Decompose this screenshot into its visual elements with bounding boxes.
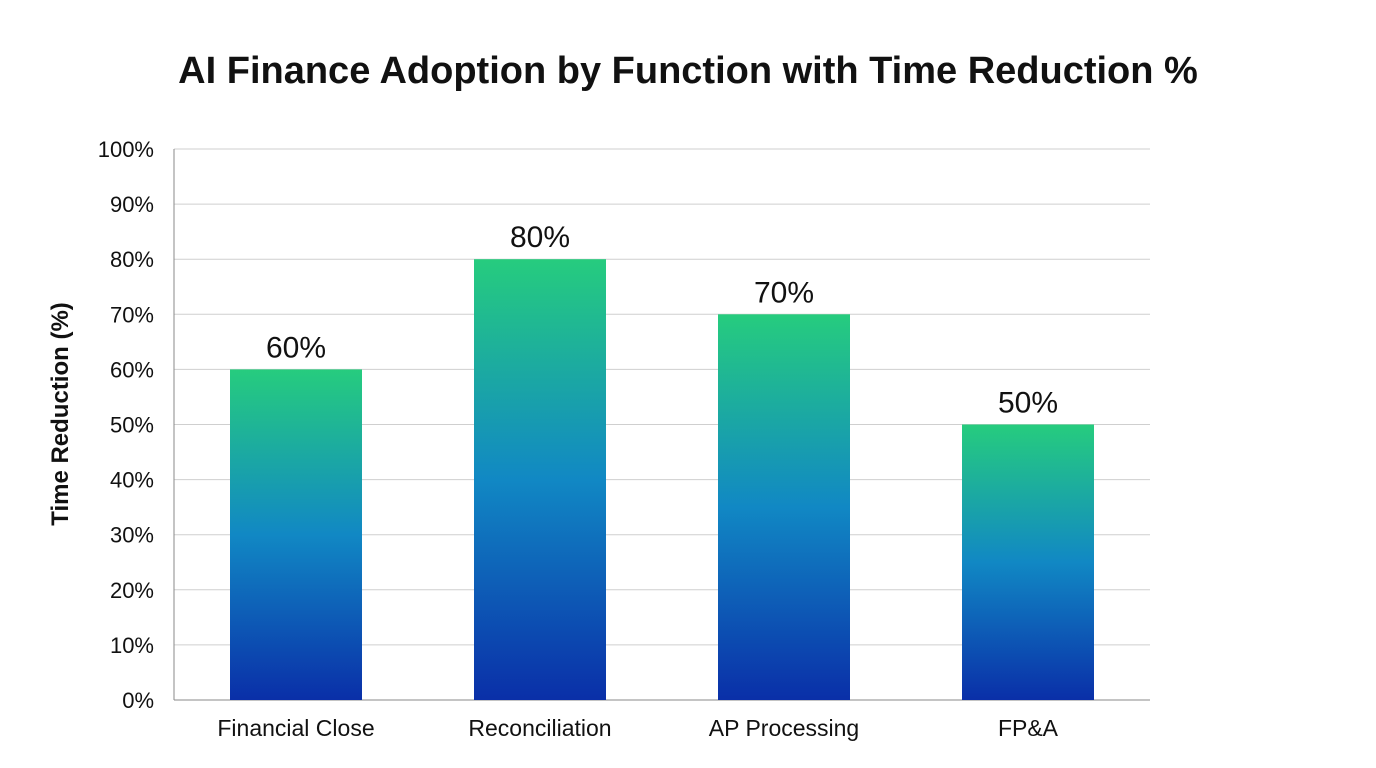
x-category-label: AP Processing <box>709 715 859 741</box>
bar-value-label: 80% <box>510 221 570 254</box>
y-tick-label: 80% <box>110 247 154 272</box>
bar-value-label: 70% <box>754 276 814 309</box>
y-tick-label: 0% <box>122 688 154 713</box>
bar-value-label: 50% <box>998 387 1058 420</box>
bar-value-label: 60% <box>266 331 326 364</box>
y-tick-label: 30% <box>110 523 154 548</box>
x-category-label: Reconciliation <box>468 715 611 741</box>
y-tick-label: 70% <box>110 302 154 327</box>
bar <box>718 314 850 700</box>
x-category-label: Financial Close <box>217 715 374 741</box>
y-tick-label: 20% <box>110 578 154 603</box>
y-tick-label: 40% <box>110 468 154 493</box>
y-axis-title: Time Reduction (%) <box>47 302 74 526</box>
bar <box>962 424 1094 700</box>
chart-title: AI Finance Adoption by Function with Tim… <box>178 50 1198 92</box>
y-tick-label: 60% <box>110 357 154 382</box>
x-category-labels: Financial Close Reconciliation AP Processi… <box>217 715 1058 741</box>
y-tick-label: 90% <box>110 192 154 217</box>
y-tick-label: 50% <box>110 413 154 438</box>
bars <box>230 259 1094 700</box>
y-tick-labels: 0% 10% 20% 30% 40% 50% 60% 70% 80% 90% 100% <box>98 137 154 713</box>
bar <box>230 369 362 700</box>
y-tick-label: 100% <box>98 137 154 162</box>
value-labels: 60% 80% 70% 50% <box>266 221 1058 419</box>
x-category-label: FP&A <box>998 715 1059 741</box>
bar <box>474 259 606 700</box>
y-tick-label: 10% <box>110 633 154 658</box>
